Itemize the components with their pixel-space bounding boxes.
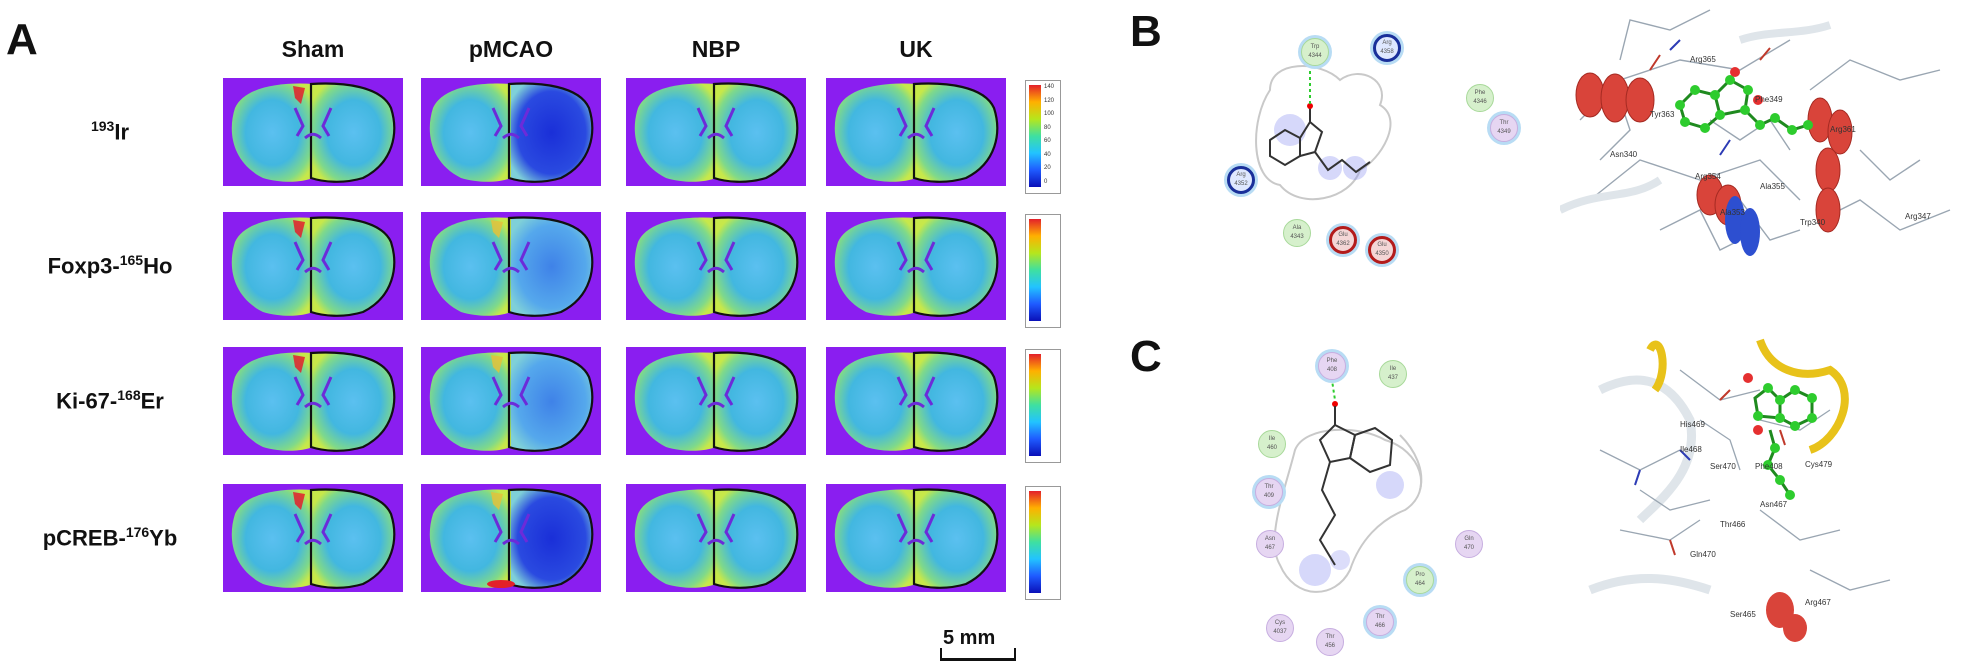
panel-c-residue-ile-437: Ile 437 — [1379, 360, 1407, 388]
panel-b-letter: B — [1130, 7, 1162, 56]
brain-section-uk-row3 — [826, 347, 1006, 455]
brain-section-nbp-row4 — [626, 484, 806, 592]
panel-c-3d-label-thr466: Thr466 — [1720, 520, 1746, 529]
colorbar-gradient — [1029, 354, 1041, 456]
panel-b-residue-arg-4358: Arg 4358 — [1373, 34, 1401, 62]
panel-c-residue-thr-409: Thr 409 — [1255, 478, 1283, 506]
scale-bar — [940, 648, 1016, 661]
panel-b-3d-label-phe349: Phe349 — [1755, 95, 1783, 104]
brain-section-nbp-row3 — [626, 347, 806, 455]
panel-b-3d-label-arg365: Arg365 — [1690, 55, 1716, 64]
brain-section-pmcao-row1 — [421, 78, 601, 186]
colorbar-tick: 40 — [1044, 151, 1051, 158]
colorbar-row3 — [1025, 349, 1061, 463]
panel-c-3d-label-arg467: Arg467 — [1805, 598, 1831, 607]
colorbar-tick: 80 — [1044, 124, 1051, 131]
panel-b-3d-label-tyr363: Tyr363 — [1650, 110, 1675, 119]
panel-c-residue-asn-467: Asn 467 — [1256, 530, 1284, 558]
panel-c-residue-ile-460: Ile 460 — [1258, 430, 1286, 458]
panel-a-letter: A — [6, 15, 38, 64]
colorbar-tick: 0 — [1044, 178, 1048, 185]
panel-c-3d-label-gln470: Gln470 — [1690, 550, 1716, 559]
panel-c-letter: C — [1130, 332, 1162, 381]
colorbar-gradient — [1029, 491, 1041, 593]
row-label-2: Foxp3-165Ho — [47, 252, 173, 279]
brain-section-nbp-row2 — [626, 212, 806, 320]
panel-b-3d-label-arg354: Arg354 — [1695, 172, 1721, 181]
colorbar-tick: 100 — [1044, 111, 1055, 117]
panel-b-residue-trp-4344: Trp 4344 — [1301, 38, 1329, 66]
panel-b-2d-interaction-diagram — [1255, 65, 1392, 201]
colorbar-row4 — [1025, 486, 1061, 600]
colorbar-tick: 60 — [1044, 138, 1051, 144]
brain-section-uk-row2 — [826, 212, 1006, 320]
panel-b-3d-label-arg361: Arg361 — [1830, 125, 1856, 134]
column-header-uk: UK — [899, 36, 933, 62]
column-header-nbp: NBP — [691, 36, 741, 62]
brain-section-sham-row4 — [223, 484, 403, 592]
panel-c-residue-phe-408: Phe 408 — [1318, 352, 1346, 380]
panel-b-3d-label-arg347: Arg347 — [1905, 212, 1931, 221]
colorbar-tick: 140 — [1044, 84, 1055, 90]
panel-b-3d-label-ala353: Ala353 — [1720, 208, 1745, 217]
panel-b-3d-label-asn340: Asn340 — [1610, 150, 1638, 159]
brain-section-sham-row1 — [223, 78, 403, 186]
panel-c-3d-label-ile468: Ile468 — [1680, 445, 1702, 454]
panel-c-3d-label-ser470: Ser470 — [1710, 462, 1736, 471]
panel-b-residue-arg-4352: Arg 4352 — [1227, 166, 1255, 194]
scale-bar-label: 5 mm — [943, 627, 996, 649]
brain-section-pmcao-row3 — [421, 347, 601, 455]
brain-section-sham-row3 — [223, 347, 403, 455]
colorbar-row1: 140 120 100 80 60 40 20 0 — [1025, 80, 1061, 194]
colorbar-tick: 20 — [1044, 165, 1051, 171]
panel-c-residue-gln-470: Gln 470 — [1455, 530, 1483, 558]
panel-c-3d-binding-pose — [1588, 338, 1891, 642]
row-label-3: Ki-67-168Er — [56, 387, 164, 414]
brain-section-uk-row1 — [826, 78, 1006, 186]
panel-c-2d-interaction-diagram — [1273, 353, 1423, 593]
panel-b-3d-binding-pose — [1560, 9, 1951, 256]
panel-c-residue-pro-464: Pro 464 — [1406, 566, 1434, 594]
panel-b-residue-phe-4346: Phe 4346 — [1466, 84, 1494, 112]
panel-b-residue-glu-4350: Glu 4350 — [1368, 236, 1396, 264]
brain-section-pmcao-row4 — [421, 484, 601, 592]
panel-c-3d-label-his469: His469 — [1680, 420, 1705, 429]
row-label-4: pCREB-176Yb — [42, 524, 178, 551]
column-header-sham: Sham — [281, 36, 345, 62]
panel-b-residue-ala-4343: Ala 4343 — [1283, 219, 1311, 247]
brain-section-sham-row2 — [223, 212, 403, 320]
row-label-1: 193Ir — [90, 118, 130, 145]
panel-c-3d-label-ser465: Ser465 — [1730, 610, 1756, 619]
panel-c-3d-label-phe408: Phe408 — [1755, 462, 1783, 471]
colorbar-tick: 120 — [1044, 97, 1055, 104]
colorbar-row2 — [1025, 214, 1061, 328]
colorbar-gradient — [1029, 219, 1041, 321]
panel-b-3d-label-trp340: Trp340 — [1800, 218, 1826, 227]
panel-c-residue-cys-4037: Cys 4037 — [1266, 614, 1294, 642]
panel-b-residue-thr-4349: Thr 4349 — [1490, 114, 1518, 142]
panel-c-3d-label-cys479: Cys479 — [1805, 460, 1833, 469]
panel-c-residue-thr-456: Thr 456 — [1316, 628, 1344, 656]
colorbar-gradient — [1029, 85, 1041, 187]
panel-c-3d-label-asn467: Asn467 — [1760, 500, 1788, 509]
column-header-pmcao: pMCAO — [468, 36, 554, 62]
panel-b-residue-glu-4362: Glu 4362 — [1329, 226, 1357, 254]
brain-section-pmcao-row2 — [421, 212, 601, 320]
panel-c-residue-thr-466: Thr 466 — [1366, 608, 1394, 636]
brain-section-nbp-row1 — [626, 78, 806, 186]
panel-b-3d-label-ala355: Ala355 — [1760, 182, 1785, 191]
brain-section-uk-row4 — [826, 484, 1006, 592]
